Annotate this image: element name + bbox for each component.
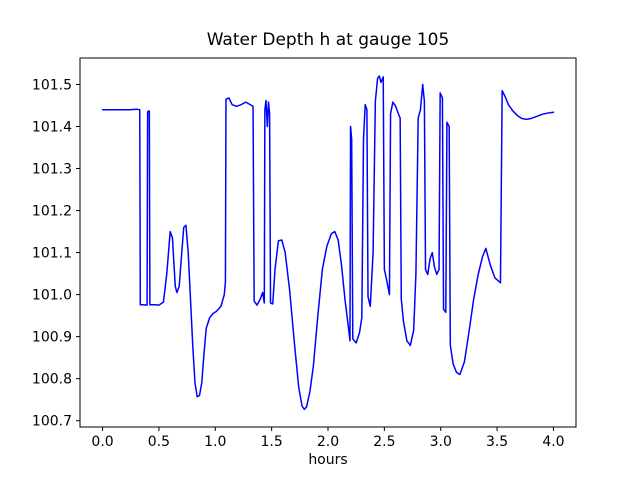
y-tick-label: 101.5	[32, 77, 72, 93]
y-tick-label: 100.8	[32, 372, 72, 388]
y-tick-label: 101.1	[32, 246, 72, 262]
x-tick-label: 2.0	[317, 434, 339, 450]
x-tick-label: 3.0	[430, 434, 452, 450]
x-tick-label: 0.5	[148, 434, 170, 450]
x-tick-label: 3.5	[486, 434, 508, 450]
y-tick-label: 100.7	[32, 414, 72, 430]
x-tick-label: 2.5	[373, 434, 395, 450]
series-line	[101, 75, 555, 411]
axis-ticks: 0.0 0.5 1.0 1.5 2.0 2.5 3.0 3.5 4.0 100.7 100.8 100…	[32, 77, 565, 450]
x-tick-label: 1.5	[261, 434, 283, 450]
y-tick-label: 101.4	[32, 120, 72, 136]
y-tick-label: 100.9	[32, 330, 72, 346]
y-tick-label: 101.2	[32, 204, 72, 220]
x-tick-label: 4.0	[542, 434, 564, 450]
y-tick-label: 101.0	[32, 288, 72, 304]
y-tick-label: 101.3	[32, 162, 72, 178]
x-tick-label: 1.0	[204, 434, 226, 450]
x-tick-label: 0.0	[91, 434, 113, 450]
chart-title: Water Depth h at gauge 105	[207, 30, 450, 50]
x-axis-label: hours	[308, 452, 347, 468]
